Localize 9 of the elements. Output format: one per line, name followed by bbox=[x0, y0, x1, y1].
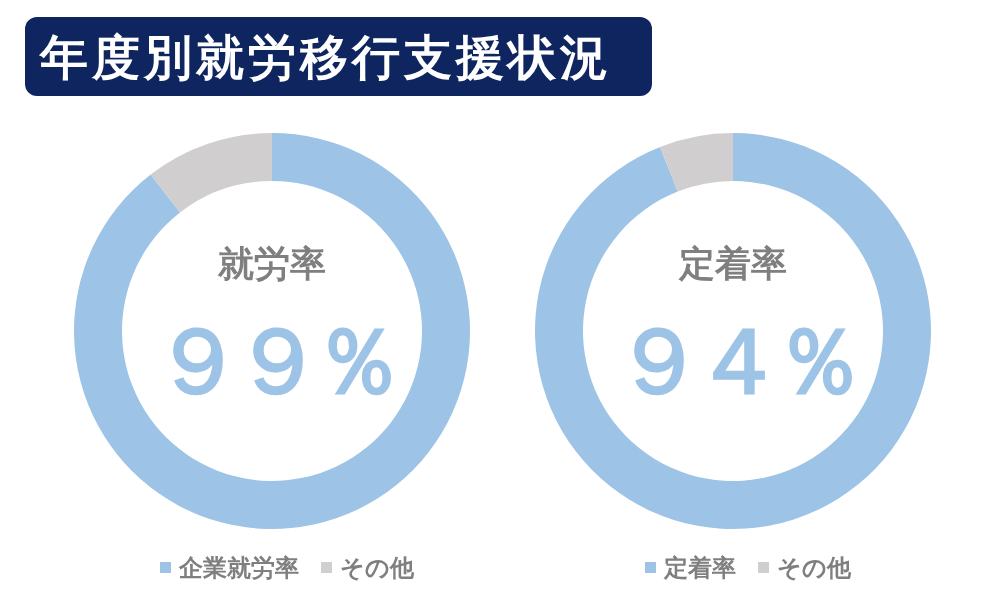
legend-label: その他 bbox=[777, 554, 852, 582]
text: 就労率 bbox=[217, 242, 326, 284]
chart-title: 年度別就労移行支援状況 bbox=[38, 29, 612, 85]
legend-label: 企業就労率 bbox=[178, 554, 299, 582]
text: ９９％ bbox=[152, 307, 392, 415]
text: 定着率 bbox=[678, 242, 787, 284]
legend-label: その他 bbox=[340, 554, 415, 582]
legend-label: 定着率 bbox=[663, 554, 736, 582]
text: ９４％ bbox=[613, 307, 853, 415]
